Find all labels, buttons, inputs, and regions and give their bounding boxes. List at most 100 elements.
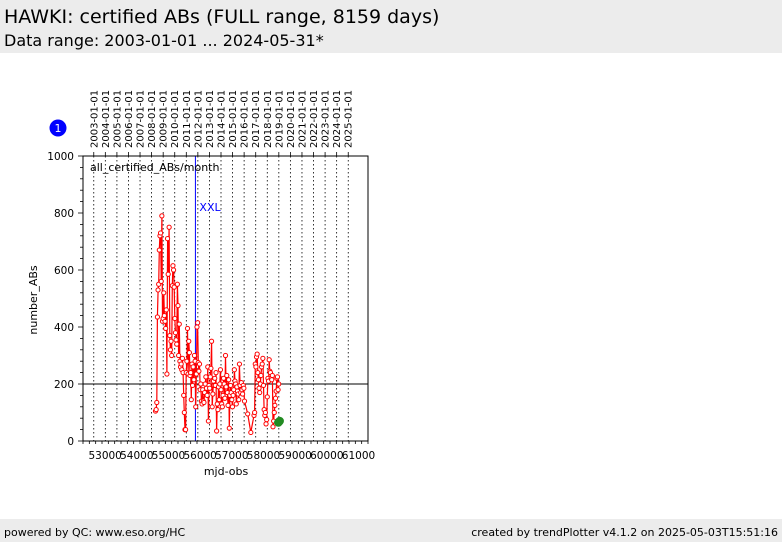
badge-circle [49, 119, 67, 137]
data-point [260, 355, 266, 361]
top-tick-label: 2010-01-01 [170, 90, 181, 148]
x-tick-label: 58000 [247, 450, 280, 462]
data-point [176, 352, 182, 359]
data-point [163, 307, 169, 313]
data-point [241, 398, 248, 404]
data-point [170, 263, 176, 269]
data-point [209, 404, 215, 410]
data-point [186, 350, 192, 356]
data-point [168, 338, 174, 344]
top-tick-label: 2013-01-01 [205, 90, 216, 148]
top-tick-label: 2009-01-01 [159, 90, 170, 148]
page-subtitle: Data range: 2003-01-01 ... 2024-05-31* [4, 31, 324, 50]
latest-data-point [275, 416, 284, 426]
data-point [256, 385, 262, 391]
data-point [262, 409, 268, 416]
event-marker-label: XXL [199, 201, 221, 214]
data-point [266, 357, 272, 363]
x-tick-label: 57000 [215, 450, 248, 462]
data-point [161, 313, 167, 319]
data-point [236, 361, 243, 367]
x-tick-label: 53000 [88, 450, 121, 462]
data-point [154, 399, 160, 406]
data-point [190, 364, 196, 370]
top-tick-label: 2018-01-01 [263, 90, 274, 148]
data-point [274, 374, 281, 380]
data-point [223, 384, 229, 390]
data-point [257, 389, 263, 396]
top-tick-label: 2012-01-01 [193, 90, 204, 148]
data-point [216, 397, 222, 403]
data-point [226, 377, 232, 383]
data-point [203, 374, 209, 380]
data-point [255, 370, 261, 376]
data-point [253, 364, 259, 370]
y-tick-label: 800 [54, 208, 74, 220]
data-point [163, 325, 169, 332]
data-point [188, 370, 194, 376]
data-point [276, 381, 282, 387]
data-point [218, 387, 224, 393]
data-point [225, 402, 231, 408]
data-point [167, 332, 173, 339]
data-point [224, 372, 230, 379]
data-point [191, 377, 197, 383]
data-point [188, 397, 194, 403]
x-axis-label: mjd-obs [204, 465, 249, 478]
data-point [213, 370, 219, 376]
footer-created-by: created by trendPlotter v4.1.2 on 2025-0… [471, 526, 778, 539]
data-point [196, 368, 202, 374]
data-point [271, 409, 277, 416]
data-point [263, 421, 269, 427]
top-tick-label: 2005-01-01 [112, 90, 123, 148]
data-point [181, 392, 187, 398]
data-point [176, 321, 182, 327]
data-point [207, 385, 213, 391]
data-point [255, 377, 262, 383]
header-bar: HAWKI: certified ABs (FULL range, 8159 d… [0, 0, 782, 53]
badge-number: 1 [55, 122, 62, 135]
data-point [229, 404, 236, 410]
top-tick-label: 2022-01-01 [309, 90, 320, 148]
top-tick-label: 2008-01-01 [147, 90, 158, 148]
data-point [172, 315, 178, 322]
data-point [175, 303, 181, 309]
data-point [196, 361, 203, 367]
page-title: HAWKI: certified ABs (FULL range, 8159 d… [4, 6, 440, 28]
data-point [217, 381, 223, 387]
data-point [164, 236, 171, 242]
data-point [272, 395, 279, 401]
data-point [222, 395, 228, 401]
data-point [204, 392, 210, 398]
data-point [258, 372, 264, 379]
data-point [264, 394, 270, 400]
data-point [217, 367, 224, 373]
data-point [184, 325, 191, 332]
data-point [153, 407, 159, 413]
top-tick-label: 2025-01-01 [344, 90, 355, 148]
data-point [230, 392, 236, 398]
data-point [227, 382, 234, 389]
data-point [215, 407, 221, 413]
data-point [208, 338, 215, 344]
data-point [161, 290, 167, 296]
data-point [173, 337, 179, 343]
data-point [179, 355, 186, 361]
data-point [248, 429, 254, 436]
data-point [254, 351, 260, 357]
top-tick-label: 2016-01-01 [240, 90, 251, 148]
data-point [275, 387, 281, 393]
data-point [156, 247, 162, 253]
top-tick-label: 2003-01-01 [89, 90, 100, 148]
data-point [252, 409, 258, 416]
data-point [193, 404, 199, 410]
data-point [159, 213, 165, 219]
data-point [264, 417, 270, 423]
data-point [229, 397, 235, 403]
data-point [155, 287, 161, 293]
data-point [259, 361, 265, 367]
top-tick-label: 2023-01-01 [321, 90, 332, 148]
top-tick-label: 2019-01-01 [274, 90, 285, 148]
data-point [186, 338, 192, 344]
data-point [269, 372, 275, 379]
